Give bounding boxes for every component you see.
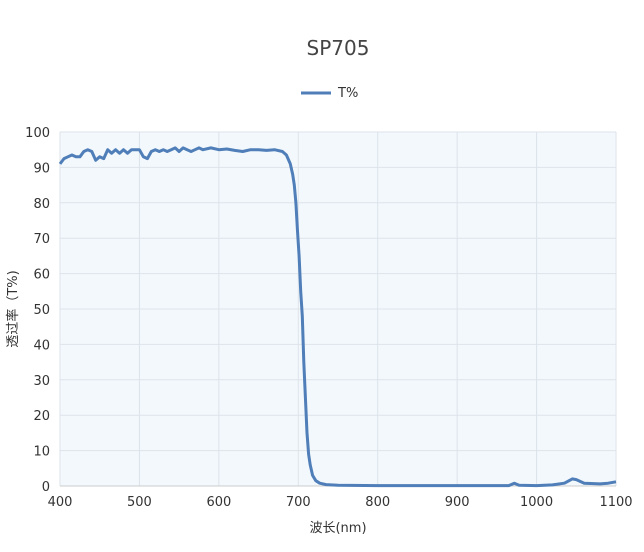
y-axis-label: 透过率（T%) (5, 270, 21, 347)
y-tick-label: 20 (33, 409, 50, 424)
y-tick-label: 10 (33, 445, 50, 460)
x-tick-label: 900 (445, 495, 470, 510)
y-tick-label: 60 (33, 268, 50, 283)
y-tick-label: 50 (33, 303, 50, 318)
x-tick-label: 500 (127, 495, 152, 510)
series-line-t (58, 146, 617, 488)
x-tick-label: 1000 (520, 495, 553, 510)
x-tick-label: 1100 (599, 495, 632, 510)
y-tick-label: 70 (33, 232, 50, 247)
x-tick-label: 800 (365, 495, 390, 510)
y-tick-label: 100 (25, 126, 50, 141)
y-tick-label: 80 (33, 197, 50, 212)
y-tick-label: 0 (42, 480, 50, 495)
x-tick-label: 400 (48, 495, 73, 510)
chart-title: SP705 (307, 36, 370, 60)
y-tick-label: 90 (33, 161, 50, 176)
y-tick-label: 30 (33, 374, 50, 389)
legend-label: T% (337, 86, 358, 101)
x-tick-label: 600 (206, 495, 231, 510)
x-axis-label: 波长(nm) (309, 521, 366, 536)
y-tick-label: 40 (33, 338, 50, 353)
x-tick-label: 700 (286, 495, 311, 510)
